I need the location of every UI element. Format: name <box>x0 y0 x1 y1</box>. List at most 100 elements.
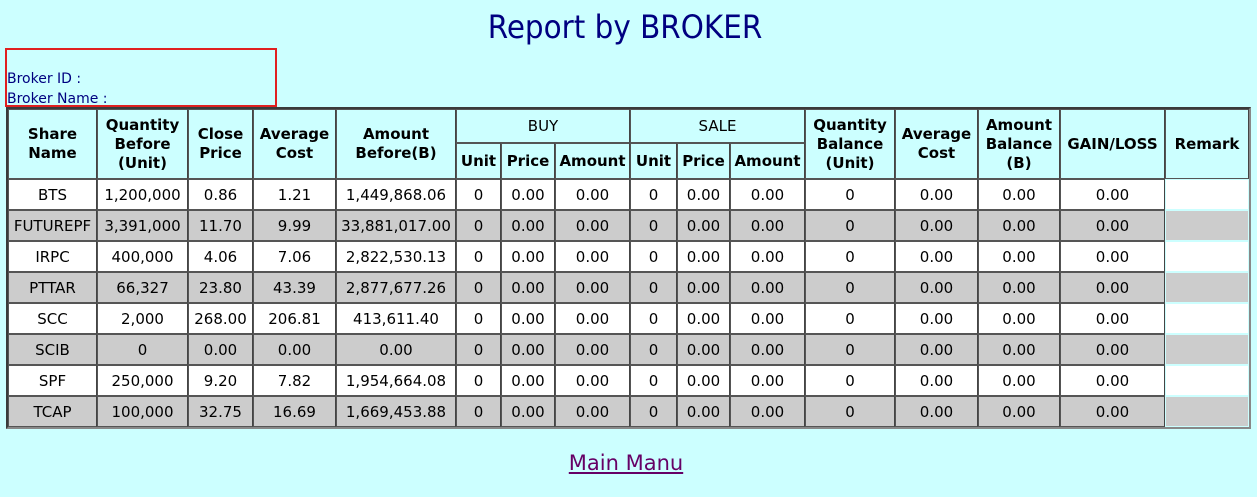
cell-sale-price: 0.00 <box>677 179 730 210</box>
cell-average-cost-balance: 0.00 <box>895 272 978 303</box>
cell-amount-before: 33,881,017.00 <box>336 210 456 241</box>
cell-buy-amount: 0.00 <box>555 365 630 396</box>
cell-average-cost: 0.00 <box>253 334 336 365</box>
cell-share-name: FUTUREPF <box>8 210 97 241</box>
cell-amount-balance: 0.00 <box>978 241 1060 272</box>
cell-gain-loss: 0.00 <box>1060 241 1165 272</box>
cell-average-cost-balance: 0.00 <box>895 396 978 427</box>
cell-remark <box>1165 241 1249 272</box>
cell-gain-loss: 0.00 <box>1060 179 1165 210</box>
cell-buy-amount: 0.00 <box>555 272 630 303</box>
cell-share-name: SPF <box>8 365 97 396</box>
cell-buy-unit: 0 <box>456 303 501 334</box>
cell-average-cost-balance: 0.00 <box>895 303 978 334</box>
cell-buy-amount: 0.00 <box>555 303 630 334</box>
cell-buy-amount: 0.00 <box>555 396 630 427</box>
cell-buy-price: 0.00 <box>501 210 555 241</box>
table-row: PTTAR 66,327 23.80 43.39 2,877,677.26 0 0.00 0.… <box>8 272 1249 303</box>
cell-close-price: 9.20 <box>188 365 253 396</box>
cell-buy-price: 0.00 <box>501 303 555 334</box>
table-row: IRPC 400,000 4.06 7.06 2,822,530.13 0 0.00 0.00… <box>8 241 1249 272</box>
cell-buy-unit: 0 <box>456 334 501 365</box>
header-buy-group: BUY <box>456 109 630 143</box>
cell-sale-price: 0.00 <box>677 303 730 334</box>
cell-gain-loss: 0.00 <box>1060 303 1165 334</box>
cell-quantity-before: 66,327 <box>97 272 188 303</box>
cell-share-name: TCAP <box>8 396 97 427</box>
header-gain-loss: GAIN/LOSS <box>1060 109 1165 179</box>
main-menu-link[interactable]: Main Manu <box>568 451 684 475</box>
cell-share-name: PTTAR <box>8 272 97 303</box>
cell-sale-amount: 0.00 <box>730 303 805 334</box>
header-quantity-balance: Quantity Balance (Unit) <box>805 109 895 179</box>
cell-buy-unit: 0 <box>456 241 501 272</box>
cell-buy-unit: 0 <box>456 210 501 241</box>
cell-sale-price: 0.00 <box>677 334 730 365</box>
cell-quantity-balance: 0 <box>805 303 895 334</box>
cell-quantity-before: 3,391,000 <box>97 210 188 241</box>
broker-info-highlight-box <box>5 48 277 107</box>
cell-remark <box>1165 210 1249 241</box>
header-share-name: Share Name <box>8 109 97 179</box>
cell-buy-unit: 0 <box>456 365 501 396</box>
cell-average-cost: 9.99 <box>253 210 336 241</box>
cell-share-name: SCC <box>8 303 97 334</box>
cell-buy-amount: 0.00 <box>555 210 630 241</box>
cell-remark <box>1165 396 1249 427</box>
cell-close-price: 268.00 <box>188 303 253 334</box>
header-close-price: Close Price <box>188 109 253 179</box>
cell-sale-amount: 0.00 <box>730 179 805 210</box>
cell-close-price: 23.80 <box>188 272 253 303</box>
header-buy-price: Price <box>501 143 555 179</box>
cell-average-cost-balance: 0.00 <box>895 365 978 396</box>
cell-share-name: SCIB <box>8 334 97 365</box>
page-title: Report by BROKER <box>487 8 763 46</box>
cell-sale-unit: 0 <box>630 334 677 365</box>
cell-gain-loss: 0.00 <box>1060 334 1165 365</box>
broker-info: Broker ID : Broker Name : <box>7 69 108 109</box>
cell-average-cost: 1.21 <box>253 179 336 210</box>
cell-close-price: 0.00 <box>188 334 253 365</box>
cell-average-cost: 16.69 <box>253 396 336 427</box>
cell-average-cost-balance: 0.00 <box>895 179 978 210</box>
table-row: SPF 250,000 9.20 7.82 1,954,664.08 0 0.00 0.00 0… <box>8 365 1249 396</box>
cell-sale-amount: 0.00 <box>730 241 805 272</box>
header-average-cost-balance: Average Cost <box>895 109 978 179</box>
broker-id-label: Broker ID : <box>7 71 82 87</box>
cell-quantity-balance: 0 <box>805 334 895 365</box>
cell-quantity-before: 250,000 <box>97 365 188 396</box>
cell-buy-price: 0.00 <box>501 365 555 396</box>
table-row: SCIB 0 0.00 0.00 0.00 0 0.00 0.00 0 0.00 0.00 0 0.00… <box>8 334 1249 365</box>
header-buy-unit: Unit <box>456 143 501 179</box>
cell-close-price: 11.70 <box>188 210 253 241</box>
table-row: FUTUREPF 3,391,000 11.70 9.99 33,881,017.00 0… <box>8 210 1249 241</box>
cell-amount-balance: 0.00 <box>978 334 1060 365</box>
cell-buy-price: 0.00 <box>501 179 555 210</box>
cell-amount-before: 2,822,530.13 <box>336 241 456 272</box>
cell-sale-unit: 0 <box>630 303 677 334</box>
cell-remark <box>1165 334 1249 365</box>
cell-buy-price: 0.00 <box>501 396 555 427</box>
cell-remark <box>1165 272 1249 303</box>
cell-average-cost-balance: 0.00 <box>895 210 978 241</box>
cell-amount-balance: 0.00 <box>978 210 1060 241</box>
cell-share-name: BTS <box>8 179 97 210</box>
cell-gain-loss: 0.00 <box>1060 210 1165 241</box>
cell-gain-loss: 0.00 <box>1060 272 1165 303</box>
cell-sale-price: 0.00 <box>677 396 730 427</box>
cell-quantity-balance: 0 <box>805 365 895 396</box>
table-row: TCAP 100,000 32.75 16.69 1,669,453.88 0 0.00 0.… <box>8 396 1249 427</box>
cell-sale-amount: 0.00 <box>730 334 805 365</box>
cell-amount-balance: 0.00 <box>978 396 1060 427</box>
cell-gain-loss: 0.00 <box>1060 365 1165 396</box>
table-row: SCC 2,000 268.00 206.81 413,611.40 0 0.00 0.00 0… <box>8 303 1249 334</box>
report-body: BTS 1,200,000 0.86 1.21 1,449,868.06 0 0.00 0.0… <box>8 179 1249 427</box>
cell-sale-price: 0.00 <box>677 210 730 241</box>
header-amount-balance: Amount Balance (B) <box>978 109 1060 179</box>
cell-amount-before: 2,877,677.26 <box>336 272 456 303</box>
cell-sale-unit: 0 <box>630 365 677 396</box>
cell-remark <box>1165 179 1249 210</box>
cell-sale-unit: 0 <box>630 179 677 210</box>
cell-quantity-balance: 0 <box>805 241 895 272</box>
cell-sale-amount: 0.00 <box>730 396 805 427</box>
